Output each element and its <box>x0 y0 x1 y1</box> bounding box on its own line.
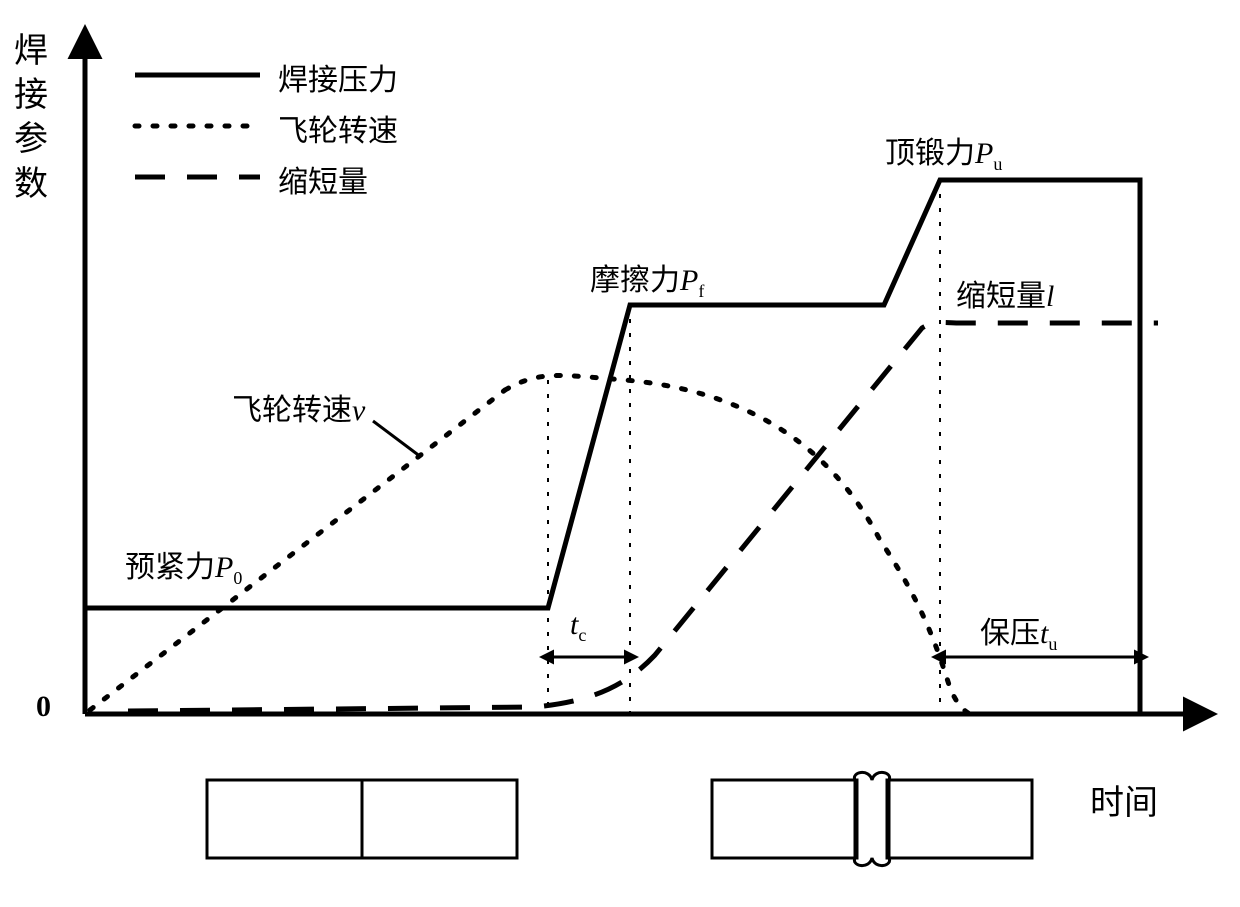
y-axis-label: 焊接参数 <box>14 30 55 207</box>
chart-svg <box>0 0 1240 907</box>
label-hold-tu: 保压tu <box>980 608 1057 655</box>
label-preload-P0: 预紧力P0 <box>125 542 242 589</box>
legend-item-shortening: 缩短量 <box>278 157 368 201</box>
label-shortening-l: 缩短量l <box>956 271 1054 315</box>
label-forging-Pu: 顶锻力Pu <box>885 128 1002 175</box>
legend-item-flywheel-speed: 飞轮转速 <box>278 106 398 150</box>
welding-parameter-chart: 焊接参数 时间 0 焊接压力 飞轮转速 缩短量 飞轮转速v 预紧力P0 摩擦力P… <box>0 0 1240 907</box>
legend-item-welding-pressure: 焊接压力 <box>278 55 398 99</box>
x-axis-label: 时间 <box>1090 775 1158 824</box>
label-tc: tc <box>570 608 586 646</box>
series-flywheel-speed <box>505 376 970 714</box>
label-flywheel-speed-v: 飞轮转速v <box>232 385 365 429</box>
origin-label: 0 <box>36 690 51 724</box>
label-friction-Pf: 摩擦力Pf <box>590 255 704 302</box>
